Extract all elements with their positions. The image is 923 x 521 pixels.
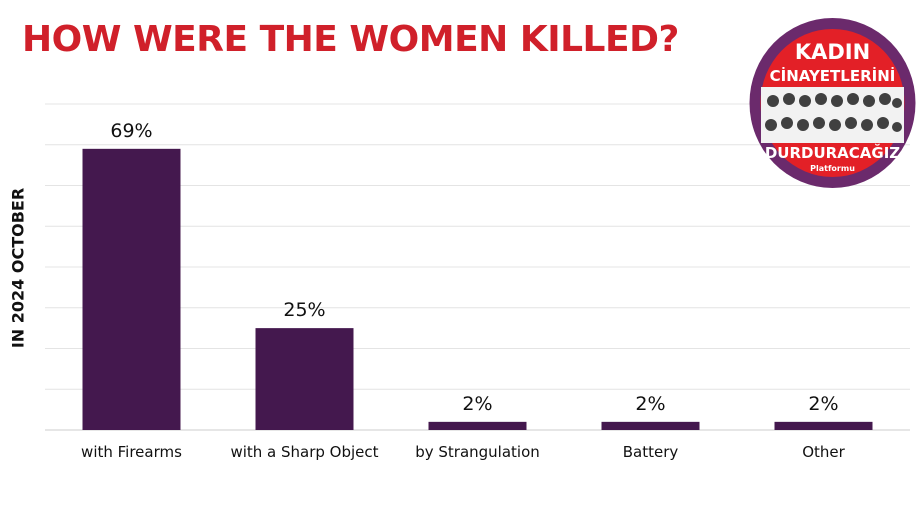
bar-with-firearms	[82, 148, 181, 430]
logo-text-line3: DURDURACAĞIZ	[765, 143, 900, 162]
bars	[82, 148, 873, 430]
bar-by-strangulation	[428, 421, 527, 430]
value-label: 25%	[283, 299, 325, 321]
bar-battery	[601, 421, 700, 430]
value-label: 2%	[808, 393, 838, 415]
value-label: 2%	[635, 393, 665, 415]
value-label: 2%	[462, 393, 492, 415]
value-labels: 69% 25% 2% 2% 2%	[110, 120, 838, 415]
category-label: Other	[802, 443, 845, 461]
category-label: with Firearms	[81, 443, 182, 461]
category-label: Battery	[623, 443, 679, 461]
bar-with-a-sharp-object	[255, 328, 354, 430]
kadin-cinayetlerini-durduracagiz-logo: KADIN CİNAYETLERİNİ DURDURACAĞIZ Platfor…	[749, 18, 916, 188]
gridlines	[45, 103, 910, 431]
value-label: 69%	[110, 120, 152, 142]
category-label: by Strangulation	[415, 443, 540, 461]
logo-text-line1: KADIN	[795, 40, 870, 64]
logo-text-line2: CİNAYETLERİNİ	[770, 66, 896, 85]
logo-text-line4: Platformu	[810, 164, 855, 173]
category-label: with a Sharp Object	[230, 443, 378, 461]
chart-title: HOW WERE THE WOMEN KILLED?	[22, 19, 679, 60]
category-labels: with Firearms with a Sharp Object by Stran…	[81, 443, 846, 461]
bar-other	[774, 421, 873, 430]
